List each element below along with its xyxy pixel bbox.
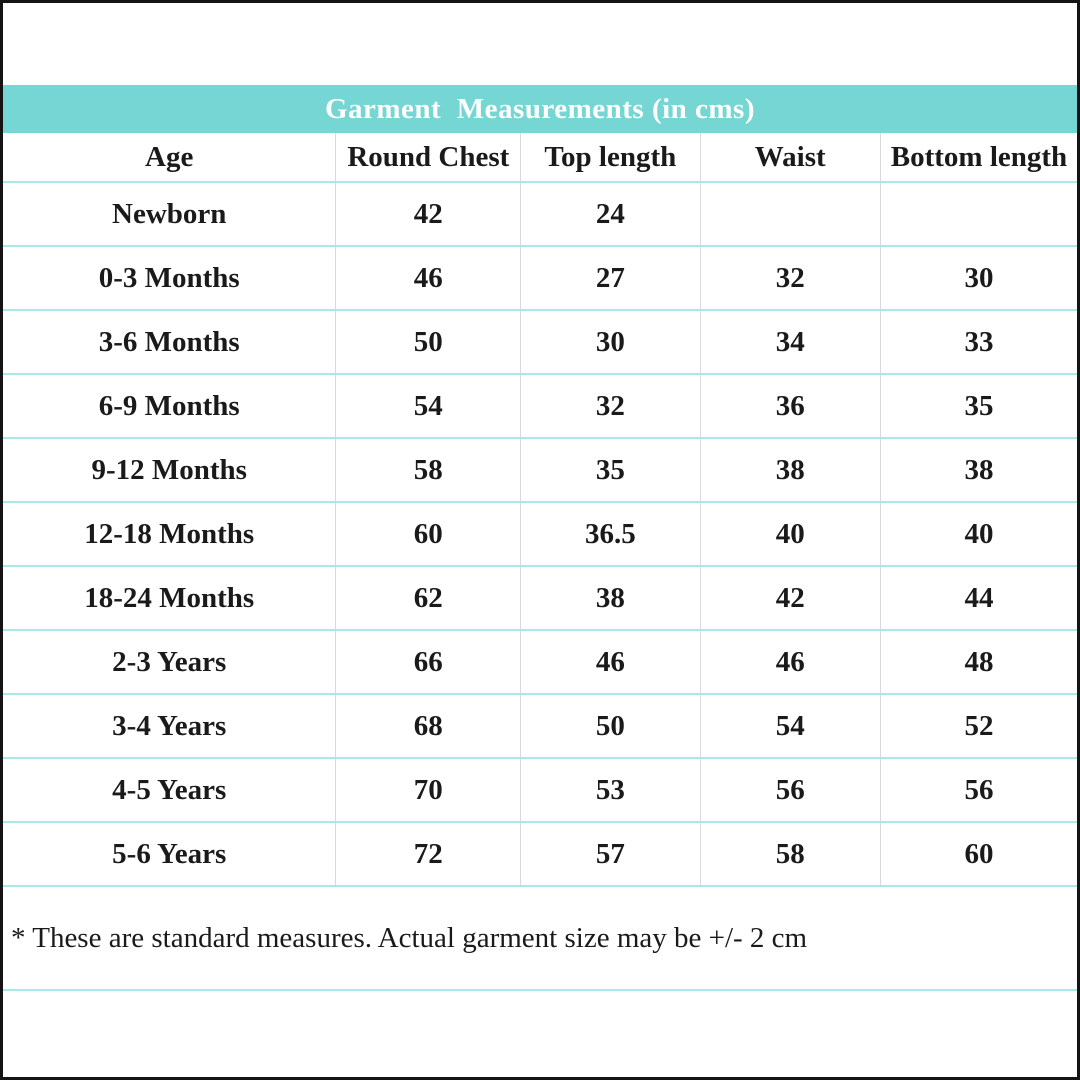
waist-cell: 58 bbox=[700, 822, 881, 887]
top-length-cell: 32 bbox=[520, 374, 701, 439]
table-row-9-12-months: 9-12 Months 58 35 38 38 bbox=[3, 438, 1077, 503]
column-header-age: Age bbox=[3, 133, 337, 183]
top-length-cell: 38 bbox=[520, 566, 701, 631]
table-row-5-6-years: 5-6 Years 72 57 58 60 bbox=[3, 822, 1077, 887]
round-chest-cell: 54 bbox=[335, 374, 522, 439]
round-chest-cell: 68 bbox=[335, 694, 522, 759]
top-length-cell: 57 bbox=[520, 822, 701, 887]
bottom-length-cell: 60 bbox=[880, 822, 1077, 887]
round-chest-cell: 46 bbox=[335, 246, 522, 311]
age-cell: 5-6 Years bbox=[3, 822, 337, 887]
top-length-cell: 27 bbox=[520, 246, 701, 311]
table-row-0-3-months: 0-3 Months 46 27 32 30 bbox=[3, 246, 1077, 311]
top-length-cell: 46 bbox=[520, 630, 701, 695]
top-length-cell: 35 bbox=[520, 438, 701, 503]
table-row-3-4-years: 3-4 Years 68 50 54 52 bbox=[3, 694, 1077, 759]
age-cell: 3-4 Years bbox=[3, 694, 337, 759]
bottom-length-cell: 33 bbox=[880, 310, 1077, 375]
bottom-length-cell: 40 bbox=[880, 502, 1077, 567]
age-cell: 18-24 Months bbox=[3, 566, 337, 631]
table-row-3-6-months: 3-6 Months 50 30 34 33 bbox=[3, 310, 1077, 375]
footnote: * These are standard measures. Actual ga… bbox=[3, 887, 1077, 991]
age-cell: 2-3 Years bbox=[3, 630, 337, 695]
top-length-cell: 30 bbox=[520, 310, 701, 375]
round-chest-cell: 42 bbox=[335, 182, 522, 247]
round-chest-cell: 72 bbox=[335, 822, 522, 887]
bottom-length-cell bbox=[880, 182, 1077, 247]
waist-cell: 46 bbox=[700, 630, 881, 695]
age-cell: 9-12 Months bbox=[3, 438, 337, 503]
column-header-round-chest: Round Chest bbox=[335, 133, 522, 183]
table-row-newborn: Newborn 42 24 bbox=[3, 182, 1077, 247]
age-cell: 0-3 Months bbox=[3, 246, 337, 311]
age-cell: 3-6 Months bbox=[3, 310, 337, 375]
bottom-length-cell: 56 bbox=[880, 758, 1077, 823]
top-length-cell: 24 bbox=[520, 182, 701, 247]
bottom-length-cell: 52 bbox=[880, 694, 1077, 759]
top-margin bbox=[3, 3, 1077, 85]
top-length-cell: 50 bbox=[520, 694, 701, 759]
waist-cell: 34 bbox=[700, 310, 881, 375]
top-length-cell: 53 bbox=[520, 758, 701, 823]
round-chest-cell: 62 bbox=[335, 566, 522, 631]
age-cell: 4-5 Years bbox=[3, 758, 337, 823]
table-title-bar: Garment Measurements (in cms) bbox=[3, 85, 1077, 133]
bottom-length-cell: 44 bbox=[880, 566, 1077, 631]
waist-cell: 42 bbox=[700, 566, 881, 631]
round-chest-cell: 60 bbox=[335, 502, 522, 567]
bottom-length-cell: 30 bbox=[880, 246, 1077, 311]
waist-cell bbox=[700, 182, 881, 247]
table-row-12-18-months: 12-18 Months 60 36.5 40 40 bbox=[3, 502, 1077, 567]
waist-cell: 32 bbox=[700, 246, 881, 311]
header-row: Age Round Chest Top length Waist Bottom … bbox=[3, 133, 1077, 183]
column-header-bottom-length: Bottom length bbox=[880, 133, 1077, 183]
table-row-2-3-years: 2-3 Years 66 46 46 48 bbox=[3, 630, 1077, 695]
measurements-table: Age Round Chest Top length Waist Bottom … bbox=[3, 133, 1077, 887]
waist-cell: 40 bbox=[700, 502, 881, 567]
waist-cell: 56 bbox=[700, 758, 881, 823]
round-chest-cell: 66 bbox=[335, 630, 522, 695]
bottom-length-cell: 48 bbox=[880, 630, 1077, 695]
waist-cell: 38 bbox=[700, 438, 881, 503]
round-chest-cell: 50 bbox=[335, 310, 522, 375]
table-title: Garment Measurements (in cms) bbox=[324, 92, 756, 125]
waist-cell: 54 bbox=[700, 694, 881, 759]
waist-cell: 36 bbox=[700, 374, 881, 439]
table-row-18-24-months: 18-24 Months 62 38 42 44 bbox=[3, 566, 1077, 631]
bottom-length-cell: 35 bbox=[880, 374, 1077, 439]
age-cell: 6-9 Months bbox=[3, 374, 337, 439]
round-chest-cell: 58 bbox=[335, 438, 522, 503]
column-header-waist: Waist bbox=[700, 133, 881, 183]
round-chest-cell: 70 bbox=[335, 758, 522, 823]
table-row-6-9-months: 6-9 Months 54 32 36 35 bbox=[3, 374, 1077, 439]
top-length-cell: 36.5 bbox=[520, 502, 701, 567]
age-cell: 12-18 Months bbox=[3, 502, 337, 567]
column-header-top-length: Top length bbox=[520, 133, 701, 183]
bottom-length-cell: 38 bbox=[880, 438, 1077, 503]
age-cell: Newborn bbox=[3, 182, 337, 247]
table-row-4-5-years: 4-5 Years 70 53 56 56 bbox=[3, 758, 1077, 823]
